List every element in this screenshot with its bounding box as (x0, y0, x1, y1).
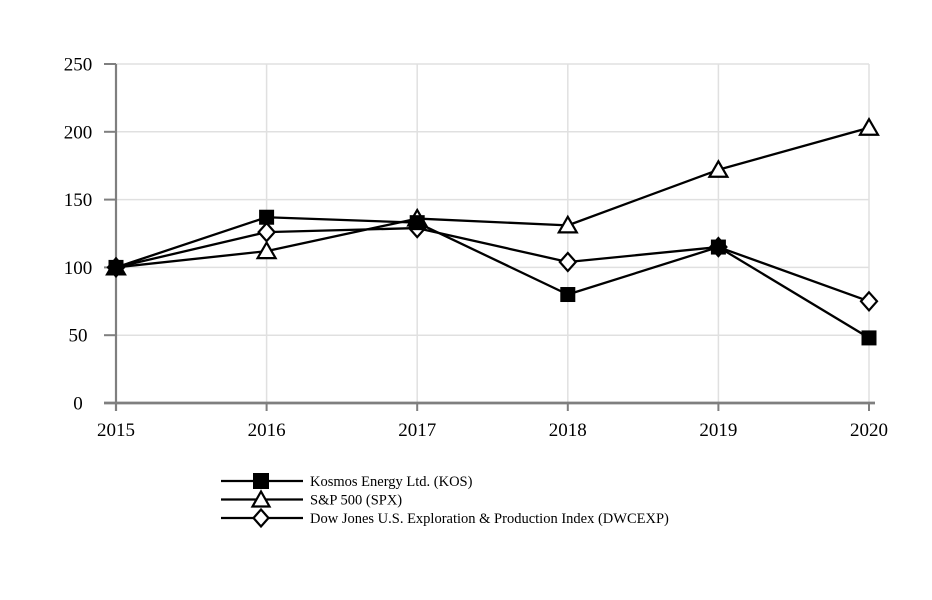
data-point-marker-triangle (255, 240, 278, 260)
y-tick-label: 150 (64, 190, 93, 211)
data-point-marker-diamond (558, 251, 578, 273)
data-point-marker-square (409, 215, 425, 231)
data-point-marker-diamond (257, 221, 277, 243)
data-point-marker-square (710, 239, 726, 255)
series-line-2 (115, 226, 870, 303)
data-point-marker-square (253, 473, 269, 489)
y-tick-label: 250 (64, 55, 93, 76)
data-point-marker-diamond (859, 290, 879, 312)
data-point-marker-diamond (252, 507, 270, 529)
data-point-marker-triangle (707, 159, 730, 178)
data-point-marker-triangle (250, 489, 272, 508)
series-line-0 (115, 216, 870, 339)
x-tick-label: 2018 (549, 420, 587, 441)
y-tick-label: 0 (73, 394, 83, 415)
data-point-marker-triangle (858, 117, 880, 136)
data-point-marker-square (861, 330, 877, 346)
series-line-1 (115, 126, 870, 269)
legend-label-2: Dow Jones U.S. Exploration & Production … (310, 511, 669, 527)
legend-label-0: Kosmos Energy Ltd. (KOS) (310, 474, 473, 490)
data-point-marker-triangle (556, 214, 579, 234)
data-point-marker-square (560, 287, 576, 303)
legend-label-1: S&P 500 (SPX) (310, 493, 402, 509)
x-tick-label: 2015 (97, 420, 135, 441)
x-tick-label: 2019 (699, 420, 737, 441)
data-point-marker-square (108, 259, 124, 275)
y-tick-label: 200 (64, 122, 93, 143)
x-tick-label: 2016 (248, 420, 286, 441)
data-point-marker-square (259, 209, 275, 225)
y-tick-label: 50 (69, 326, 88, 347)
x-tick-label: 2020 (850, 420, 888, 441)
y-tick-label: 100 (64, 258, 93, 279)
x-tick-label: 2017 (398, 420, 436, 441)
